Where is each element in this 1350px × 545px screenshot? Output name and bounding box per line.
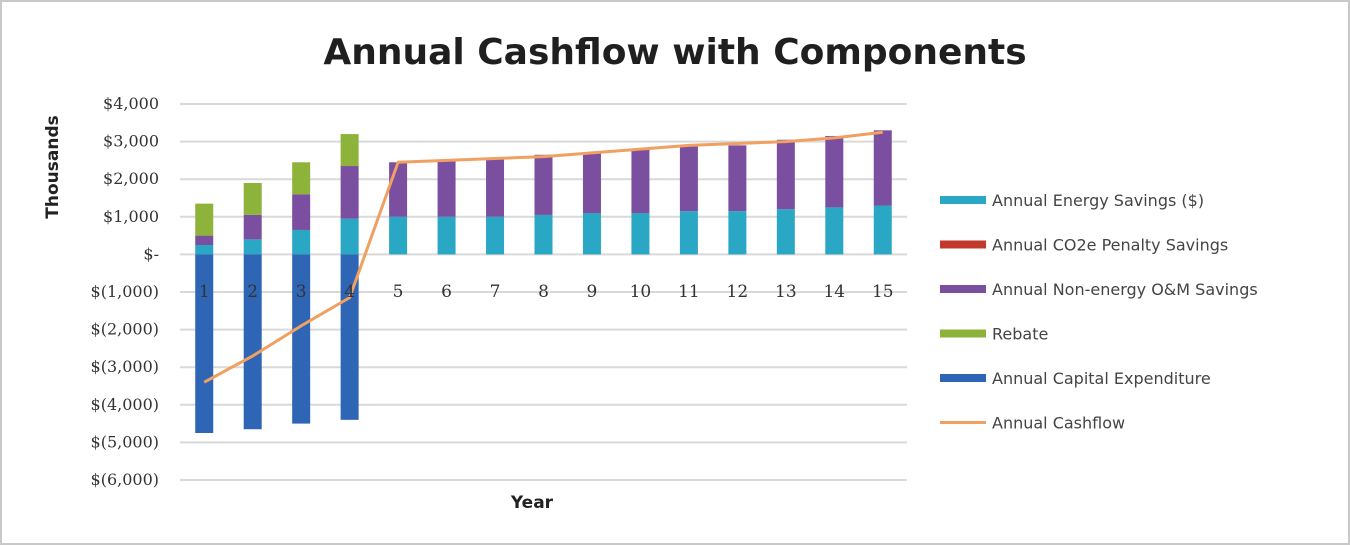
x-category-label: 13 [775,282,797,302]
x-category-label: 5 [393,282,404,302]
bar-annual-non-energy-o-m-savings [679,145,698,212]
y-tick-label: $3,000 [103,132,159,151]
bar-annual-non-energy-o-m-savings [389,162,408,217]
bar-annual-non-energy-o-m-savings [340,166,359,219]
y-tick-label: $(5,000) [91,432,159,451]
bar-annual-non-energy-o-m-savings [631,149,650,214]
bar-annual-capital-expenditure [195,254,214,433]
bar-annual-non-energy-o-m-savings [776,139,795,210]
x-category-label: 3 [296,282,307,302]
y-tick-label: $2,000 [103,169,159,188]
bar-annual-non-energy-o-m-savings [437,160,456,217]
y-tick-label: $(6,000) [91,470,159,489]
x-category-label: 9 [587,282,598,302]
bar-annual-energy-savings [631,213,650,255]
bar-annual-energy-savings [776,209,795,255]
x-category-label: 2 [247,282,258,302]
x-category-label: 11 [678,282,700,302]
cashflow-line [203,130,883,384]
bar-annual-non-energy-o-m-savings [486,158,505,217]
bar-annual-energy-savings [582,213,601,255]
y-tick-label: $1,000 [103,207,159,226]
bar-annual-energy-savings [486,216,505,255]
x-category-label: 6 [441,282,452,302]
legend-swatch [940,196,986,204]
x-category-label: 7 [490,282,501,302]
bar-annual-energy-savings [292,229,311,255]
bar-annual-energy-savings [243,239,262,255]
legend-label: Annual CO2e Penalty Savings [992,236,1228,255]
bar-annual-energy-savings [825,207,844,255]
y-tick-label: $(3,000) [91,357,159,376]
x-category-label: 12 [727,282,749,302]
y-tick-label: $(2,000) [91,320,159,339]
legend: Annual Energy Savings ($) Annual CO2e Pen… [940,191,1258,433]
bar-annual-capital-expenditure [292,254,311,424]
legend-label: Rebate [992,325,1048,344]
legend-swatch [940,329,986,338]
x-category-label: 4 [344,282,355,302]
x-axis-title: Year [510,493,554,513]
bar-rebate [340,134,359,167]
bar-annual-energy-savings [534,214,553,255]
x-axis-categories: 1 2 3 4 5 6 7 8 9 10 11 12 13 14 15 [199,282,894,302]
bars [195,130,892,433]
legend-swatch [940,374,986,382]
bar-annual-energy-savings [437,216,456,255]
bar-annual-energy-savings [728,211,747,255]
x-category-label: 10 [630,282,652,302]
y-tick-label: $(1,000) [91,282,159,301]
legend-label: Annual Energy Savings ($) [992,191,1204,210]
bar-annual-energy-savings [679,211,698,255]
bar-rebate [243,182,262,215]
bar-annual-non-energy-o-m-savings [243,214,262,240]
line-annual-cashflow [203,130,883,384]
bar-annual-non-energy-o-m-savings [873,130,892,206]
y-tick-label: $(4,000) [91,395,159,414]
chart-title: Annual Cashflow with Components [323,32,1026,73]
legend-label: Annual Cashflow [992,414,1125,433]
legend-label: Annual Non-energy O&M Savings [992,280,1258,299]
y-tick-label: $4,000 [103,94,159,113]
bar-annual-capital-expenditure [340,254,359,420]
bar-rebate [292,162,311,195]
x-category-label: 1 [199,282,210,302]
bar-annual-energy-savings [389,216,408,255]
y-axis-ticks: $4,000 $3,000 $2,000 $1,000 $- $(1,000) $(2,00… [91,94,159,489]
legend-swatch [940,240,986,249]
x-category-label: 8 [538,282,549,302]
legend-label: Annual Capital Expenditure [992,369,1211,388]
bar-annual-non-energy-o-m-savings [292,194,311,230]
legend-swatch [940,285,986,293]
x-category-label: 15 [872,282,894,302]
bar-annual-energy-savings [195,245,214,255]
bar-annual-energy-savings [340,218,359,255]
y-tick-label: $- [143,244,159,263]
bar-annual-non-energy-o-m-savings [728,145,747,212]
bar-annual-non-energy-o-m-savings [534,154,553,215]
bar-annual-non-energy-o-m-savings [195,235,214,245]
bar-rebate [195,203,214,236]
bar-annual-non-energy-o-m-savings [825,135,844,208]
bar-annual-capital-expenditure [243,254,262,430]
y-axis-title: Thousands [43,115,63,218]
x-category-label: 14 [823,282,845,302]
bar-annual-non-energy-o-m-savings [582,152,601,214]
bar-annual-energy-savings [873,205,892,255]
